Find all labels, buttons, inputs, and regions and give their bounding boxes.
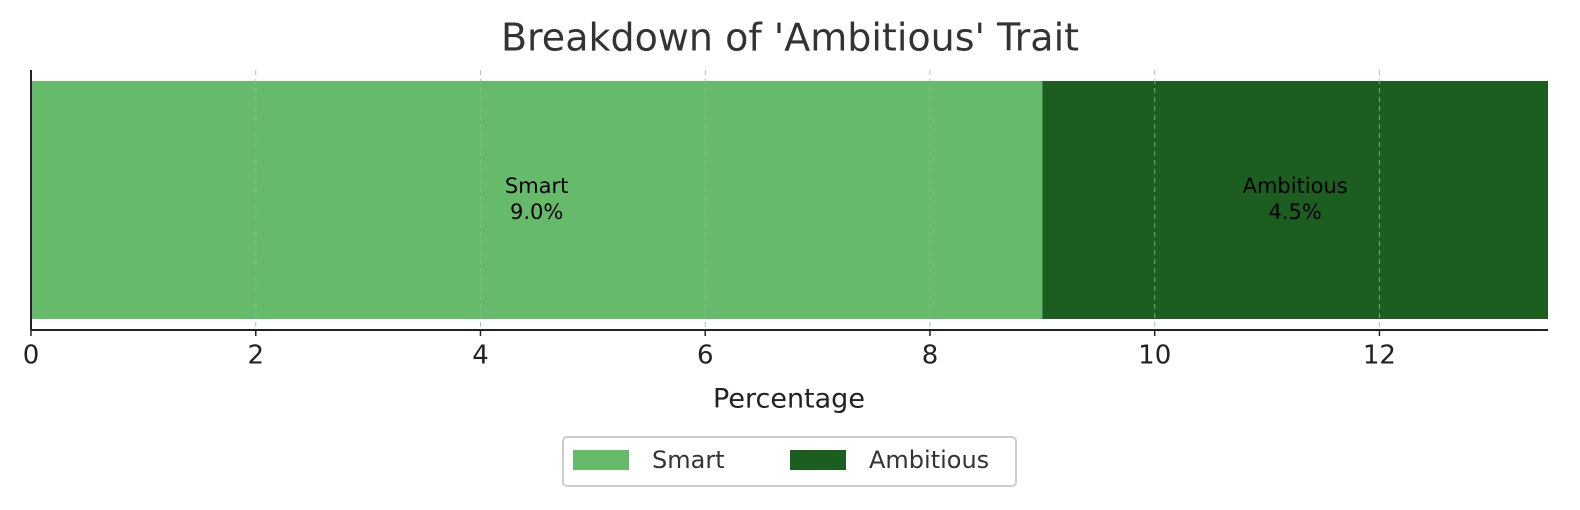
legend-label: Ambitious	[869, 446, 989, 474]
bar-segment	[31, 81, 1043, 319]
chart-title: Breakdown of 'Ambitious' Trait	[501, 16, 1079, 60]
bar-label-name: Ambitious	[1243, 174, 1348, 198]
x-tick-label: 6	[697, 341, 714, 371]
x-tick-label: 12	[1363, 341, 1396, 371]
bar-label-value: 4.5%	[1268, 200, 1321, 224]
bar-label-name: Smart	[505, 174, 569, 198]
x-tick-label: 4	[472, 341, 489, 371]
x-tick-label: 8	[922, 341, 939, 371]
legend-swatch	[790, 450, 846, 470]
x-tick-label: 0	[23, 341, 40, 371]
x-tick-label: 10	[1138, 341, 1171, 371]
bar-segment	[1042, 81, 1548, 319]
x-tick-label: 2	[247, 341, 264, 371]
legend-swatch	[573, 450, 629, 470]
legend-label: Smart	[652, 446, 725, 474]
x-axis-label: Percentage	[713, 384, 865, 415]
bar-label-value: 9.0%	[510, 200, 563, 224]
legend-box	[562, 436, 1017, 487]
